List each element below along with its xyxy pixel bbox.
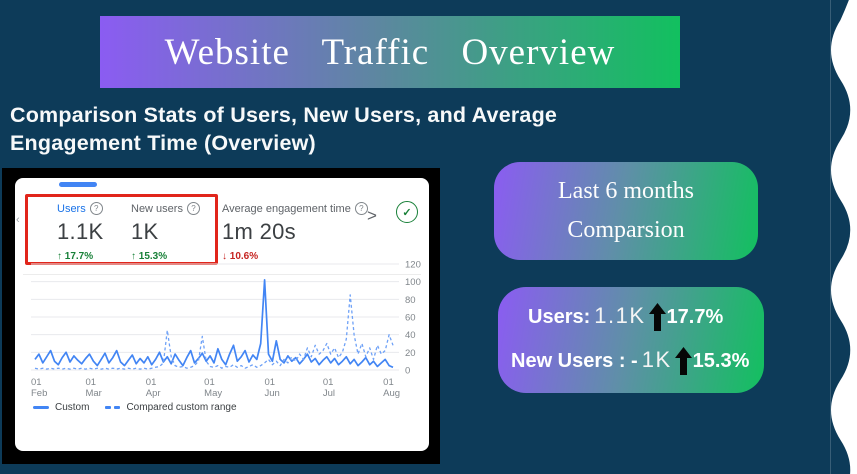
wave-edge-decoration	[831, 0, 857, 474]
delta-text: 15.3%	[138, 251, 168, 262]
stat-users-delta: 17.7%	[666, 306, 724, 328]
chart-legend: Custom Compared custom range	[33, 402, 237, 413]
legend-solid-swatch	[33, 406, 49, 409]
delta-text: 10.6%	[229, 251, 259, 262]
stat-separator: : -	[613, 350, 638, 372]
title-banner: Website Traffic Overview	[100, 16, 680, 88]
stat-separator: :	[583, 306, 591, 328]
stat-new-users-label: New Users	[511, 350, 614, 372]
page-title: Website Traffic Overview	[164, 31, 616, 73]
down-arrow-glyph: ↓	[222, 251, 227, 262]
card-divider	[23, 274, 421, 275]
svg-text:May: May	[204, 388, 222, 399]
svg-text:20: 20	[405, 348, 416, 359]
svg-text:Feb: Feb	[31, 388, 47, 399]
svg-text:01: 01	[146, 377, 157, 388]
metric-new-users-header: New users?	[131, 202, 200, 215]
period-line1: Last 6 months	[558, 178, 694, 204]
stat-row-users: Users: 1.1K 17.7%	[528, 303, 723, 331]
svg-text:80: 80	[405, 295, 416, 306]
highlight-box	[25, 194, 218, 265]
svg-text:01: 01	[204, 377, 215, 388]
svg-text:120: 120	[405, 260, 421, 271]
tab-indicator	[59, 182, 97, 187]
stat-new-users-delta: 15.3%	[692, 350, 750, 372]
svg-text:Apr: Apr	[146, 388, 161, 399]
summary-panel: Users: 1.1K 17.7% New Users : -1K 15.3%	[498, 287, 764, 393]
legend-dashed-swatch	[105, 406, 121, 409]
help-icon[interactable]: ?	[89, 202, 103, 215]
svg-text:01: 01	[85, 377, 96, 388]
analytics-screenshot: ‹ Users? 1.1K ↑ 17.7% New users? 1K ↑ 15…	[2, 168, 440, 464]
legend-custom-label: Custom	[55, 402, 90, 413]
divider-line	[830, 0, 831, 474]
svg-text:01: 01	[31, 377, 42, 388]
period-line2: Comparsion	[567, 217, 685, 243]
metric-users-header: Users?	[57, 202, 103, 215]
legend-compared-label: Compared custom range	[126, 402, 237, 413]
metric-engagement-value: 1m 20s	[222, 219, 296, 244]
up-arrow-glyph: ↑	[131, 251, 136, 262]
up-arrow-glyph: ↑	[57, 251, 62, 262]
svg-text:40: 40	[405, 330, 416, 341]
metric-new-users: New users? 1K ↑ 15.3%	[131, 202, 200, 262]
delta-text: 17.7%	[64, 251, 94, 262]
svg-text:01: 01	[264, 377, 275, 388]
svg-text:Jun: Jun	[264, 388, 279, 399]
stat-row-new-users: New Users : -1K 15.3%	[511, 347, 749, 375]
metric-engagement-delta: ↓ 10.6%	[222, 251, 368, 262]
metric-engagement-label[interactable]: Average engagement time	[222, 203, 351, 215]
metric-engagement-header: Average engagement time?	[222, 202, 368, 215]
up-arrow-icon	[648, 303, 666, 331]
stat-users-label: Users	[528, 306, 584, 328]
metric-engagement-time: Average engagement time? 1m 20s ↓ 10.6%	[222, 202, 368, 262]
svg-text:Jul: Jul	[323, 388, 335, 399]
check-glyph: ✓	[402, 206, 412, 219]
svg-text:01: 01	[323, 377, 334, 388]
metric-users-delta: ↑ 17.7%	[57, 251, 103, 262]
svg-text:0: 0	[405, 366, 410, 377]
metric-users: Users? 1.1K ↑ 17.7%	[57, 202, 103, 262]
svg-text:100: 100	[405, 277, 421, 288]
check-circle-icon[interactable]: ✓	[396, 201, 418, 223]
help-icon[interactable]: ?	[186, 202, 200, 215]
metric-new-users-delta: ↑ 15.3%	[131, 251, 200, 262]
svg-text:Aug: Aug	[383, 388, 400, 399]
metric-users-value: 1.1K	[57, 219, 104, 244]
up-arrow-icon	[674, 347, 692, 375]
help-icon[interactable]: ?	[354, 202, 368, 215]
chevron-right-icon[interactable]: >	[367, 206, 377, 225]
stat-new-users-value: 1K	[641, 347, 672, 372]
traffic-line-chart: 02040608010012001Feb01Mar01Apr01May01Jun…	[31, 260, 421, 399]
metric-new-users-value: 1K	[131, 219, 159, 244]
svg-text:Mar: Mar	[85, 388, 101, 399]
svg-text:60: 60	[405, 313, 416, 324]
analytics-card: ‹ Users? 1.1K ↑ 17.7% New users? 1K ↑ 15…	[15, 178, 429, 451]
metric-new-users-label[interactable]: New users	[131, 203, 183, 215]
subtitle: Comparison Stats of Users, New Users, an…	[10, 103, 558, 155]
svg-text:01: 01	[383, 377, 394, 388]
stat-users-value: 1.1K	[594, 303, 646, 328]
metric-users-label[interactable]: Users	[57, 203, 86, 215]
collapse-icon: ‹	[16, 214, 20, 226]
period-panel: Last 6 months Comparsion	[494, 162, 758, 260]
